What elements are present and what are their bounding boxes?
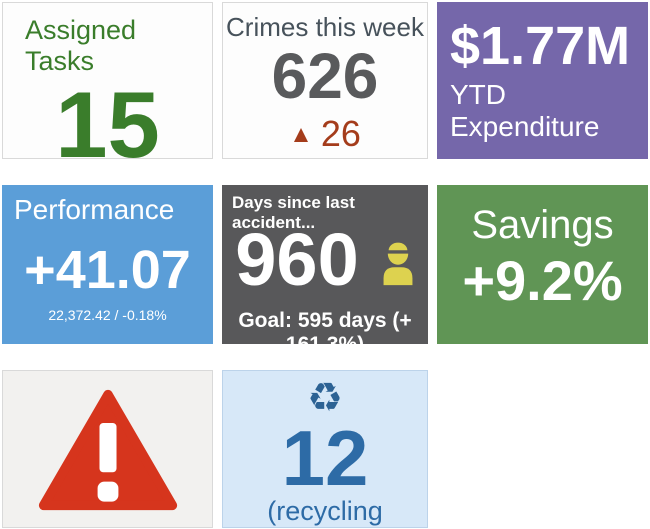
expenditure-tile: $1.77M YTD Expenditure <box>437 2 648 159</box>
assigned-tasks-tile: Assigned Tasks 15 <box>2 2 213 159</box>
crimes-value: 626 <box>271 40 379 112</box>
recycle-icon: ♻ <box>307 375 343 421</box>
performance-tile: Performance +41.07 22,372.42 / -0.18% <box>2 185 213 344</box>
crimes-tile: Crimes this week 626 ▲ 26 <box>222 2 428 159</box>
recycling-caption: (recycling depots) <box>267 496 383 527</box>
crimes-delta: ▲ 26 <box>223 113 427 155</box>
person-icon <box>383 242 413 286</box>
assigned-tasks-value: 15 <box>55 72 160 159</box>
warning-tile <box>2 370 213 528</box>
crimes-delta-value: 26 <box>320 113 361 155</box>
warning-triangle-icon <box>38 389 177 510</box>
accident-title: Days since last accident... <box>232 193 355 232</box>
accident-goal: Goal: 595 days (+ 161.3%) <box>238 309 412 344</box>
expenditure-label: YTD Expenditure <box>450 79 600 143</box>
savings-tile: Savings +9.2% <box>437 185 648 344</box>
crimes-title: Crimes this week <box>226 12 424 42</box>
accident-value: 960 <box>235 218 359 301</box>
recycling-tile: ♻ 12 (recycling depots) <box>222 370 428 528</box>
assigned-tasks-title: Assigned Tasks <box>25 15 137 76</box>
accident-tile: Days since last accident... 960 Goal: 59… <box>222 185 428 344</box>
performance-value: +41.07 <box>24 240 191 300</box>
expenditure-value: $1.77M <box>450 15 631 76</box>
savings-title: Savings <box>471 203 614 248</box>
up-triangle-icon: ▲ <box>289 121 313 149</box>
performance-title: Performance <box>14 194 175 225</box>
savings-value: +9.2% <box>462 249 623 313</box>
recycling-value: 12 <box>281 414 369 502</box>
performance-detail: 22,372.42 / -0.18% <box>48 307 167 323</box>
